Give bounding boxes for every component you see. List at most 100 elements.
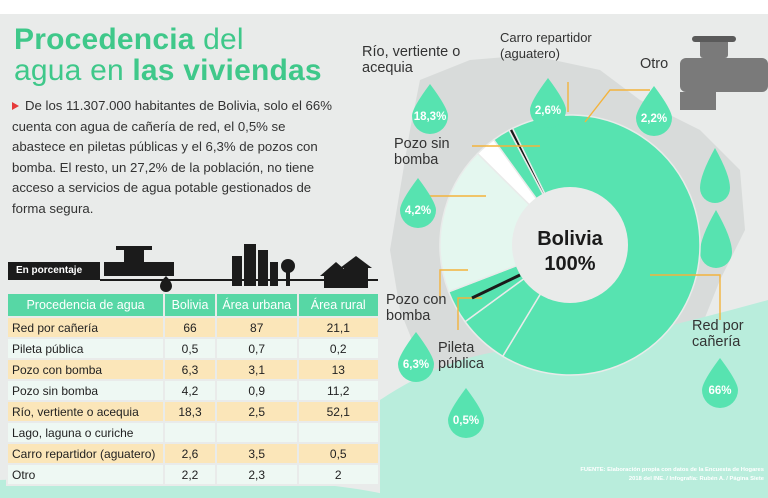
intro-text: De los 11.307.000 habitantes de Bolivia,…	[12, 98, 332, 216]
value-drops: 18,3% 2,6% 2,2% 4,2% 6,3% 0,5% 66%	[398, 78, 738, 438]
row-label-cell: Lago, laguna o curiche	[5, 421, 166, 444]
page-title: Procedencia del agua en las viviendas	[14, 24, 374, 86]
value-cell: 0,5	[296, 442, 380, 465]
source-note: FUENTE: Elaboración propia con datos de …	[580, 467, 764, 482]
drop-icon	[700, 148, 730, 203]
bullet-icon	[12, 101, 19, 110]
intro-text-block: De los 11.307.000 habitantes de Bolivia,…	[12, 96, 334, 220]
table-row: Lago, laguna o curiche	[5, 421, 380, 444]
column-header: Área urbana	[214, 292, 299, 318]
table-row: Pileta pública 0,5 0,7 0,2	[5, 337, 380, 360]
value-cell: 2,2	[163, 463, 217, 486]
value-drop: 18,3%	[412, 84, 448, 134]
value-cell: 2,5	[214, 400, 299, 423]
faucet-small-icon	[104, 246, 174, 292]
value-label: 2,6%	[535, 105, 561, 117]
value-drop: 2,2%	[636, 86, 672, 136]
value-cell: 0,5	[163, 337, 217, 360]
value-drop: 4,2%	[400, 178, 436, 228]
value-cell: 87	[214, 316, 299, 339]
value-drop: 0,5%	[448, 388, 484, 438]
drop-icon	[702, 358, 738, 408]
label-red: Red por cañería	[692, 318, 744, 350]
value-cell	[163, 421, 217, 444]
pie-center-label: Bolivia 100%	[520, 227, 620, 277]
city-icon	[232, 244, 295, 286]
value-drop: 66%	[702, 358, 738, 408]
value-cell: 0,7	[214, 337, 299, 360]
label-pileta: Pileta pública	[438, 340, 484, 372]
drop-icon	[400, 178, 436, 228]
value-cell: 0,2	[296, 337, 380, 360]
table-row: Río, vertiente o acequia 18,3 2,5 52,1	[5, 400, 380, 423]
label-pozo-con: Pozo con bomba	[386, 292, 447, 324]
center-label-line-1: Bolivia	[537, 228, 603, 250]
value-cell	[214, 421, 299, 444]
table-row: Otro 2,2 2,3 2	[5, 463, 380, 486]
value-cell: 21,1	[296, 316, 380, 339]
value-cell: 13	[296, 358, 380, 381]
row-label-cell: Red por cañería	[5, 316, 166, 339]
drop-icon	[700, 210, 732, 268]
title-part-1: Procedencia	[14, 23, 195, 56]
column-header: Área rural	[296, 292, 380, 318]
value-label: 2,2%	[641, 113, 667, 125]
value-label: 18,3%	[414, 111, 447, 123]
row-label-cell: Pozo sin bomba	[5, 379, 166, 402]
label-pozo-sin: Pozo sin bomba	[394, 136, 450, 168]
row-label-cell: Otro	[5, 463, 166, 486]
pie-center-hole	[512, 187, 628, 303]
table-row: Red por cañería 66 87 21,1	[5, 316, 380, 339]
table-row: Pozo sin bomba 4,2 0,9 11,2	[5, 379, 380, 402]
column-header: Procedencia de agua	[5, 292, 166, 318]
value-cell: 6,3	[163, 358, 217, 381]
drop-icon	[398, 332, 434, 382]
value-cell: 2,6	[163, 442, 217, 465]
pileta-pointer	[471, 273, 521, 300]
title-part-2: del	[194, 23, 244, 56]
rural-house-icon	[320, 256, 372, 288]
value-drop: 2,6%	[530, 78, 566, 128]
divider	[100, 279, 378, 281]
row-label-cell: Pileta pública	[5, 337, 166, 360]
value-label: 4,2%	[405, 205, 431, 217]
percentage-tag: En porcentaje	[8, 262, 100, 280]
center-label-line-2: 100%	[544, 253, 596, 275]
value-cell	[296, 421, 380, 444]
label-carro: Carro repartidor (aguatero)	[500, 30, 592, 61]
label-otro: Otro	[640, 56, 669, 72]
bottom-hill-shape	[380, 300, 768, 498]
value-cell: 2	[296, 463, 380, 486]
data-table: Procedencia de agua Bolivia Área urbana …	[5, 292, 380, 486]
drop-icon	[636, 86, 672, 136]
column-header: Bolivia	[163, 292, 217, 318]
row-label-cell: Carro repartidor (aguatero)	[5, 442, 166, 465]
drop-icon	[412, 84, 448, 134]
value-cell: 52,1	[296, 400, 380, 423]
top-bar	[0, 0, 768, 14]
title-part-3: agua en	[14, 54, 133, 87]
value-cell: 3,5	[214, 442, 299, 465]
value-label: 0,5%	[453, 415, 479, 427]
row-label-cell: Pozo con bomba	[5, 358, 166, 381]
row-label-cell: Río, vertiente o acequia	[5, 400, 166, 423]
value-label: 6,3%	[403, 359, 429, 371]
value-drop: 6,3%	[398, 332, 434, 382]
value-label: 66%	[708, 385, 731, 397]
value-cell: 11,2	[296, 379, 380, 402]
table-row: Carro repartidor (aguatero) 2,6 3,5 0,5	[5, 442, 380, 465]
table-row: Pozo con bomba 6,3 3,1 13	[5, 358, 380, 381]
faucet-icon	[680, 36, 768, 110]
value-cell: 66	[163, 316, 217, 339]
leader-line	[584, 89, 650, 123]
leader-line	[439, 269, 468, 300]
drop-icon	[530, 78, 566, 128]
label-rio: Río, vertiente o acequia	[362, 44, 461, 76]
drop-icon	[448, 388, 484, 438]
title-part-4: las viviendas	[132, 54, 322, 87]
value-cell: 18,3	[163, 400, 217, 423]
value-cell: 4,2	[163, 379, 217, 402]
value-cell: 2,3	[214, 463, 299, 486]
value-cell: 3,1	[214, 358, 299, 381]
leader-line	[650, 274, 721, 320]
